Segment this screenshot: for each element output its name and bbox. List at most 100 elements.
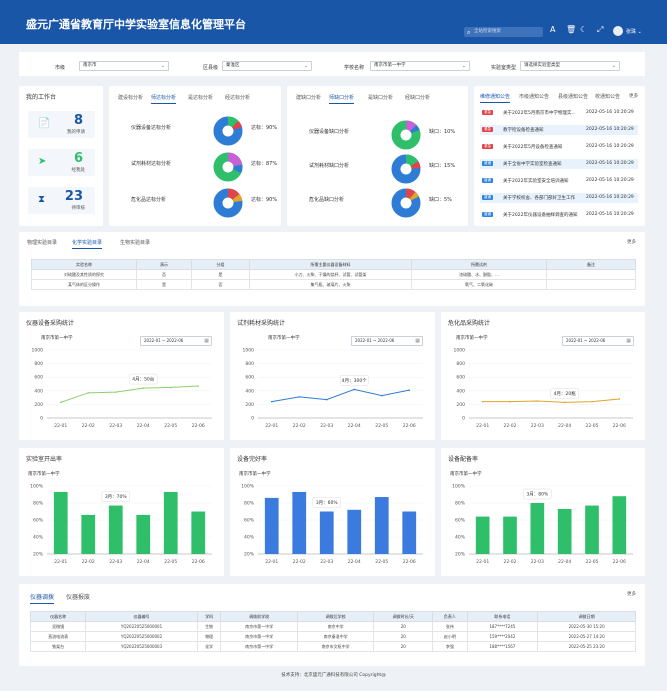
tab-compliance-2[interactable]: 是达标分析 (188, 95, 214, 101)
tooltip-label: 4月：300个 (342, 378, 367, 384)
date-range-picker[interactable]: 2022-01 ~ 2022-06 ▦ (351, 336, 423, 346)
tooltip-box (312, 497, 341, 508)
y-tick-label: 600 (34, 375, 43, 381)
table-row[interactable]: 显微镜 YQ20220525000001 生物 南京市第一中学 南京中学 20 张伟 187*… (29, 621, 636, 632)
x-tick-label: 22-06 (613, 423, 626, 429)
notice-more-link[interactable]: 更多 (629, 94, 638, 99)
tooltip-box (340, 375, 369, 386)
notice-item[interactable]: 普通 关于全省中学实验室检查通知 2022-05-16 10:20:29 (480, 159, 638, 169)
tab-biology[interactable]: 生物实验目录 (120, 240, 151, 246)
search-icon: ⌕ (467, 29, 471, 36)
tab-gap-3[interactable]: 经缺口分析 (405, 95, 431, 101)
y-tick-label: 400 (34, 388, 43, 394)
data-point (618, 398, 621, 400)
tab-physics[interactable]: 物理实验目录 (27, 240, 58, 246)
x-tick-label: 22-03 (109, 423, 122, 429)
pending-review-box[interactable]: ⧗ 23 待审核 (28, 187, 95, 214)
data-point (563, 401, 566, 404)
y-tick-label: 100% (30, 484, 44, 490)
tab-compliance-3[interactable]: 经达标分析 (225, 95, 251, 101)
bar (530, 503, 545, 554)
notice-item[interactable]: 紧急 教学检设备检查通知 2022-05-16 10:20:29 (480, 125, 638, 135)
data-point (353, 388, 356, 391)
data-point (536, 400, 539, 402)
my-applications-box[interactable]: 📄 8 我的申请 (28, 111, 95, 138)
user-name[interactable]: 张珠 ⌄ (626, 29, 642, 35)
table-row[interactable]: 某气体的区分操作是否集气瓶、玻璃片、火柴 氧气、二氧化碳 (31, 279, 636, 290)
tab-scrap[interactable]: 仪器报废 (66, 594, 91, 601)
bar (503, 516, 517, 554)
processed-box[interactable]: ➤ 6 经我处 (28, 149, 95, 176)
y-tick-label: 200 (245, 402, 254, 408)
y-tick-label: 800 (34, 361, 43, 367)
data-point (169, 386, 172, 389)
notice-item[interactable]: 紧急 关于2022年5月设备检查通知 2022-05-16 10:20:29 (480, 142, 638, 152)
fullscreen-icon[interactable]: ⤢ (597, 25, 604, 34)
school-select[interactable]: 南京市第一中学 ⌄ (370, 61, 470, 71)
filter-label-city: 市级 (55, 65, 66, 71)
table-row[interactable]: 对硫酸及其性质的探究否是小刀、火柴、干燥的烧杯、试管、试管架 浓硫酸、水、酚酞、.… (31, 269, 636, 280)
city-select[interactable]: 南京市 ⌄ (79, 61, 169, 71)
y-tick-label: 80% (33, 501, 44, 507)
x-tick-label: 22-03 (531, 423, 544, 429)
notice-title: 关于2022年5月设备检查通知 (503, 145, 563, 150)
x-tick-label: 22-05 (585, 559, 598, 565)
chart-card-equipment-ratio: 设备配备率 南京市第一中学 100% 80% 60% 40% 20% 22-01 22-02… (441, 448, 645, 576)
calendar-icon: ▦ (415, 338, 420, 344)
notice-item[interactable]: 普通 关于2022年仪器设备抽样调查的通知 2022-05-16 10:20:29 (480, 210, 638, 220)
donut-chart (213, 188, 243, 218)
tab-compliance-0[interactable]: 建设标分析 (118, 95, 144, 101)
tab-notice-2[interactable]: 县级通知公告 (558, 94, 589, 100)
bar (585, 505, 599, 554)
y-tick-label: 20% (244, 552, 255, 558)
tooltip-label: 3月：60% (316, 500, 339, 506)
tab-notice-1[interactable]: 市级通知公告 (519, 94, 550, 100)
filter-label-school: 学校名称 (344, 65, 365, 71)
donut-chart (391, 154, 421, 184)
x-tick-label: 22-02 (293, 423, 306, 429)
catalog-more-link[interactable]: 更多 (627, 240, 636, 245)
y-tick-label: 40% (33, 535, 44, 541)
bar (81, 514, 96, 554)
tab-compliance-1[interactable]: 师达标分析 (151, 94, 177, 104)
data-point (197, 385, 200, 387)
table-row[interactable]: 直流电流表 YQ20220525000002 物理 南京市第一中学 南京秦淮中学 20 赵小… (29, 631, 636, 642)
district-select[interactable]: 秦淮区 ⌄ (222, 61, 312, 71)
avatar[interactable] (613, 26, 623, 36)
tab-gap-2[interactable]: 是缺口分析 (368, 95, 394, 101)
x-tick-label: 22-04 (137, 559, 150, 565)
x-tick-label: 22-06 (192, 423, 205, 429)
x-tick-label: 22-05 (375, 559, 388, 565)
calendar-icon: ▦ (204, 338, 209, 344)
bar-chart: 100% 80% 60% 40% 20% 22-01 22-02 22-03 22-04 22-0… (452, 484, 633, 565)
lab-type-select[interactable]: 请选择实验室类型 ⌄ (520, 61, 620, 71)
data-point (408, 389, 411, 391)
date-range-picker[interactable]: 2022-01 ~ 2022-06 ▦ (562, 336, 634, 346)
calendar-icon: ▦ (626, 338, 631, 344)
data-point (87, 392, 90, 394)
font-size-icon[interactable]: A (550, 25, 556, 34)
trash-icon[interactable]: 🗑 (566, 25, 577, 34)
tab-notice-3[interactable]: 校通知公告 (595, 94, 621, 100)
tooltip-label: 4月：50台 (132, 376, 155, 383)
table-row[interactable]: 铁架台 YQ20220525000003 化学 南京市第一中学 南京市文枢中学 20 李强 1… (29, 641, 636, 652)
tab-gap-0[interactable]: 建缺口分析 (296, 95, 322, 101)
notice-item[interactable]: 普通 关于学校校舍、各部门部好卫生工作 2022-05-16 10:20:29 (480, 193, 638, 203)
x-tick-label: 22-01 (54, 423, 67, 429)
y-tick-label: 600 (456, 375, 465, 381)
date-range-picker[interactable]: 2022-01 ~ 2022-06 ▦ (140, 336, 212, 346)
notification-icon[interactable]: ☾ (580, 25, 588, 34)
bar (319, 511, 334, 554)
tab-gap-1[interactable]: 师缺口分析 (329, 94, 355, 104)
x-tick-label: 22-05 (585, 423, 598, 429)
donut-chart (213, 152, 243, 182)
loans-more-link[interactable]: 更多 (627, 592, 636, 597)
x-tick-label: 22-02 (82, 559, 95, 565)
tab-transfer[interactable]: 仪器调拨 (30, 592, 55, 604)
tab-chemistry[interactable]: 化学实验目录 (72, 239, 103, 249)
search-input[interactable]: ⌕ 全站检索搜索 (464, 27, 543, 37)
tab-notice-0[interactable]: 维修通知公告 (480, 93, 511, 103)
notice-item[interactable]: 紧急 关于2022年5月南京市中学物理实... 2022-05-16 10:20:2… (480, 108, 638, 118)
data-point (59, 401, 62, 404)
notice-item[interactable]: 普通 关于2022年实验室安全培训通知 2022-05-16 10:20:29 (480, 176, 638, 186)
